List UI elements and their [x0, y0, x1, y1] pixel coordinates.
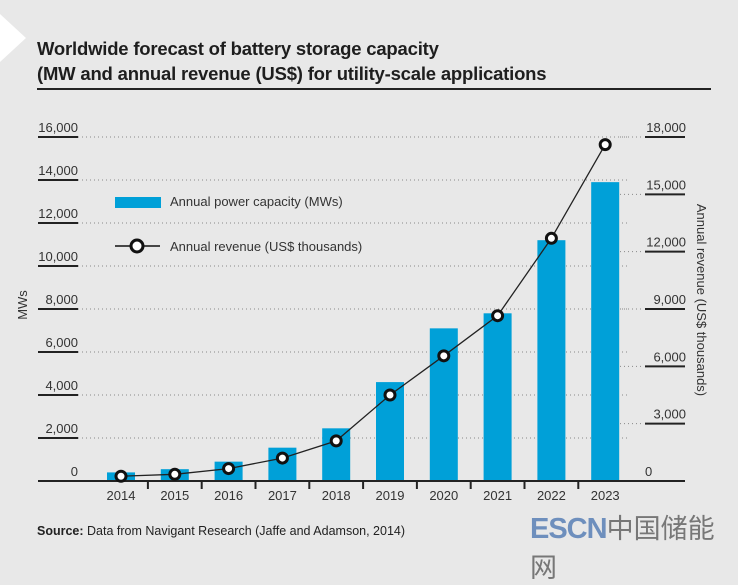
- revenue-point-2023: [598, 138, 612, 152]
- y2-tick-label: 0: [645, 464, 652, 479]
- chevron-decoration: [0, 14, 26, 62]
- x-tick-label: 2019: [376, 488, 405, 503]
- y2-tick-label: 18,000: [646, 120, 686, 135]
- x-tick-label: 2017: [268, 488, 297, 503]
- title-line-2: (MW and annual revenue (US$) for utility…: [37, 63, 547, 84]
- y2-tick-label: 12,000: [646, 235, 686, 250]
- x-tick-label: 2018: [322, 488, 351, 503]
- title-line-1: Worldwide forecast of battery storage ca…: [37, 38, 439, 59]
- revenue-point-2016: [222, 462, 236, 476]
- y2-tick-label: 6,000: [653, 349, 686, 364]
- watermark-logo: ESCN中国储能网: [530, 507, 738, 585]
- y-tick-label: 6,000: [45, 335, 78, 350]
- y-tick-label: 10,000: [38, 249, 78, 264]
- y-tick-label: 0: [71, 464, 78, 479]
- bar-2022: [537, 240, 566, 481]
- y2-axis-label: Annual revenue (US$ thousands): [694, 204, 709, 396]
- legend-line-marker: [129, 238, 145, 254]
- legend-bar-swatch: [115, 197, 161, 208]
- y-tick-label: 16,000: [38, 120, 78, 135]
- revenue-point-2021: [491, 309, 505, 323]
- source-note: Source: Data from Navigant Research (Jaf…: [37, 524, 405, 538]
- y-tick-label: 4,000: [45, 378, 78, 393]
- y-axis-label: MWs: [15, 290, 30, 320]
- source-label: Source:: [37, 524, 84, 538]
- legend-line-label: Annual revenue (US$ thousands): [170, 239, 362, 254]
- revenue-point-2019: [383, 388, 397, 402]
- y-tick-label: 14,000: [38, 163, 78, 178]
- y2-tick-label: 9,000: [653, 292, 686, 307]
- revenue-point-2018: [329, 434, 343, 448]
- bar-2021: [483, 313, 512, 481]
- revenue-point-2020: [437, 349, 451, 363]
- revenue-point-2015: [168, 467, 182, 481]
- revenue-point-2022: [544, 231, 558, 245]
- revenue-line: [120, 144, 606, 477]
- y2-tick-label: 3,000: [653, 407, 686, 422]
- y-tick-label: 2,000: [45, 421, 78, 436]
- y-tick-label: 8,000: [45, 292, 78, 307]
- revenue-point-2014: [114, 469, 128, 483]
- source-text: Data from Navigant Research (Jaffe and A…: [83, 524, 406, 538]
- x-tick-label: 2015: [160, 488, 189, 503]
- y2-tick-label: 15,000: [646, 177, 686, 192]
- x-tick-label: 2020: [429, 488, 458, 503]
- legend-bar-label: Annual power capacity (MWs): [170, 194, 343, 209]
- bar-2023: [591, 182, 620, 481]
- chart-title: Worldwide forecast of battery storage ca…: [37, 36, 547, 86]
- x-tick-label: 2021: [483, 488, 512, 503]
- watermark-en: ESCN: [530, 513, 608, 545]
- y-tick-label: 12,000: [38, 206, 78, 221]
- revenue-point-2017: [275, 451, 289, 465]
- title-divider: [37, 88, 711, 90]
- chart-area: 0 2,000 4,000 6,000 8,000 10,000 12,000 14,000 1…: [15, 120, 709, 503]
- x-tick-label: 2023: [591, 488, 620, 503]
- x-tick-label: 2016: [214, 488, 243, 503]
- x-tick-label: 2014: [107, 488, 136, 503]
- x-tick-label: 2022: [537, 488, 566, 503]
